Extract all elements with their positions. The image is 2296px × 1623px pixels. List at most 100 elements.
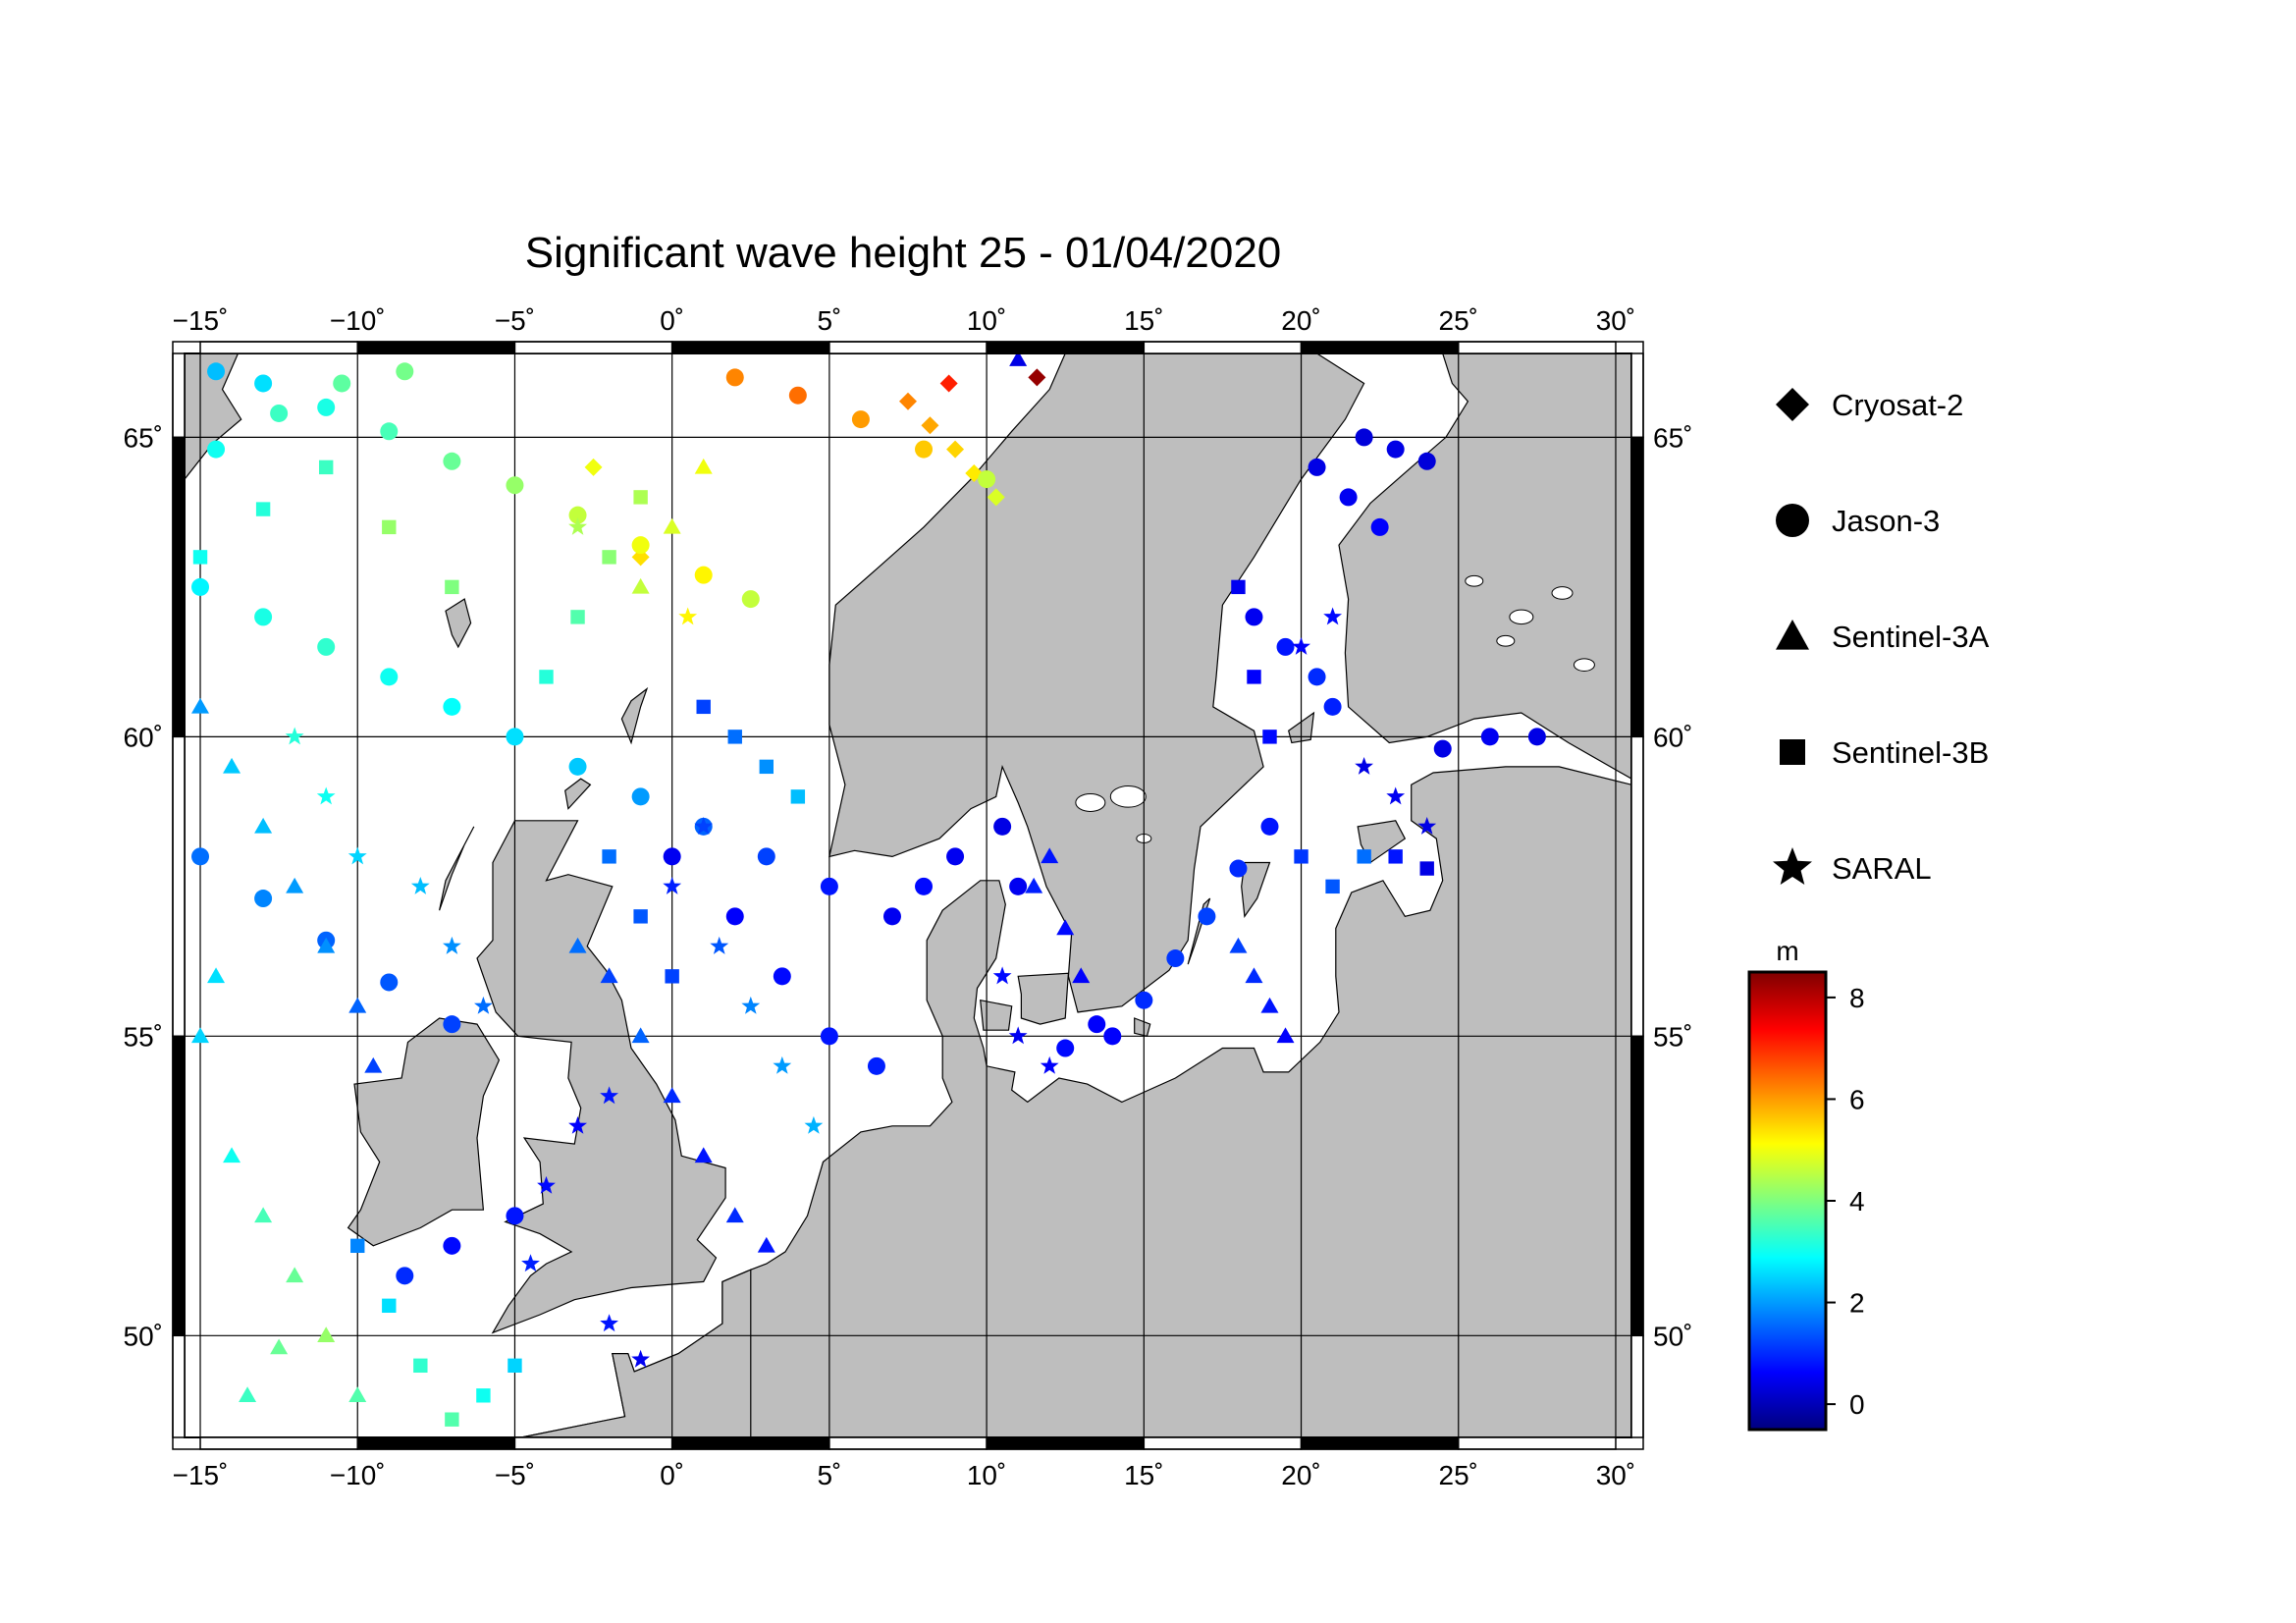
- lake: [1075, 792, 1106, 812]
- frame-segment: [1630, 1035, 1644, 1337]
- circle-point: [1527, 728, 1546, 746]
- lon-tick-label: 0˚: [660, 305, 684, 336]
- map-panel[interactable]: −15˚ −15˚ −10˚ −10˚ −5˚ −5˚ 0˚ 0˚ 5˚ 5˚ 10˚ 10˚ 15˚ 1…: [124, 305, 1693, 1490]
- lon-tick-label: 25˚: [1439, 305, 1478, 336]
- lat-tick-label: 50˚: [124, 1321, 163, 1351]
- triangle-point: [631, 1027, 650, 1044]
- frame-segment: [513, 341, 673, 354]
- colorbar-gradient: [1747, 970, 1828, 1432]
- triangle-point: [1009, 353, 1028, 366]
- triangle-point: [286, 877, 304, 893]
- star-point: [568, 1115, 587, 1134]
- circle-point: [1245, 608, 1263, 626]
- triangle-point: [223, 757, 241, 774]
- square-point: [507, 1358, 522, 1374]
- colorbar-tick-label: 6: [1849, 1084, 1865, 1114]
- frame-segment: [199, 1436, 358, 1450]
- triangle-point: [317, 1326, 336, 1343]
- gotland-land: [1241, 861, 1271, 918]
- triangle-point: [254, 1207, 273, 1223]
- map-frame: [172, 341, 1644, 1450]
- star-point: [410, 877, 430, 894]
- legend-label: Sentinel-3B: [1832, 735, 1989, 770]
- square-point: [413, 1358, 428, 1374]
- circle-point: [1417, 452, 1436, 470]
- frame-segment: [1300, 1436, 1460, 1450]
- colorbar-tick-label: 4: [1849, 1186, 1865, 1217]
- satellite-tracks: [191, 353, 1546, 1427]
- circle-point: [317, 637, 336, 656]
- circle-point: [568, 757, 587, 776]
- star-point: [678, 607, 698, 625]
- circle-point: [725, 368, 744, 387]
- lake: [1496, 634, 1516, 647]
- lake: [1109, 785, 1147, 808]
- triangle-point: [191, 1027, 210, 1044]
- diamond-point: [987, 488, 1005, 507]
- circle-point: [443, 452, 461, 470]
- lon-tick-label: 10˚: [967, 1460, 1006, 1490]
- star-point: [537, 1175, 556, 1194]
- land-layer: [185, 353, 1631, 1437]
- diamond-legend-marker: [1776, 388, 1809, 421]
- circle-point: [757, 847, 775, 866]
- circle-point: [1260, 817, 1279, 836]
- circle-point: [317, 398, 336, 416]
- triangle-point: [694, 458, 713, 474]
- square-point: [255, 502, 271, 516]
- circle-point: [506, 476, 524, 495]
- triangle-point: [600, 967, 618, 984]
- frame-segment: [828, 341, 988, 354]
- circle-point: [1088, 1015, 1106, 1034]
- star-point: [600, 1314, 618, 1332]
- circle-point: [741, 590, 760, 609]
- star-point: [741, 996, 761, 1014]
- triangle-point: [1276, 1027, 1295, 1044]
- diamond-point: [584, 458, 603, 476]
- circle-point: [506, 728, 524, 746]
- frame-segment: [356, 1436, 516, 1450]
- circle-point: [663, 847, 681, 866]
- circle-point: [978, 470, 996, 489]
- circle-point: [568, 506, 587, 524]
- diamond-point: [899, 392, 917, 410]
- outer-frame: [172, 341, 1644, 1450]
- triangle-point: [631, 577, 650, 594]
- colorbar-tick-label: 8: [1849, 983, 1865, 1013]
- circle-point: [191, 577, 210, 596]
- circle-point: [1166, 949, 1185, 968]
- frame-segment: [1300, 341, 1460, 354]
- lat-tick-label: 60˚: [1653, 722, 1692, 752]
- frame-segment: [172, 352, 186, 439]
- triangle-point: [223, 1147, 241, 1163]
- scandinavia-land: [828, 353, 1365, 1013]
- circle-point: [788, 386, 807, 405]
- triangle-point: [663, 1087, 681, 1104]
- axis-tick-labels: −15˚ −15˚ −10˚ −10˚ −5˚ −5˚ 0˚ 0˚ 5˚ 5˚ 10˚ 10˚ 15˚ 1…: [124, 305, 1693, 1490]
- circle-point: [191, 847, 210, 866]
- circle-point: [380, 422, 399, 441]
- triangle-point: [348, 997, 367, 1013]
- square-point: [1247, 670, 1261, 684]
- square-point: [665, 969, 679, 984]
- square-point: [602, 550, 616, 565]
- triangle-point: [364, 1056, 383, 1073]
- colorbar-unit: m: [1776, 936, 1798, 966]
- circle-point: [380, 668, 399, 686]
- star-point: [1323, 607, 1342, 625]
- lon-tick-label: 30˚: [1596, 1460, 1635, 1490]
- square-point: [445, 1412, 459, 1427]
- frame-segment: [1630, 735, 1644, 1038]
- circle-point: [1135, 991, 1153, 1009]
- star-point: [1040, 1055, 1059, 1074]
- lat-tick-label: 55˚: [1653, 1021, 1692, 1052]
- ireland-land: [347, 1017, 501, 1247]
- faroe-land: [445, 598, 472, 649]
- funen-land: [980, 999, 1013, 1031]
- lat-tick-label: 50˚: [1653, 1321, 1692, 1351]
- lon-tick-label: −5˚: [495, 305, 535, 336]
- star-point: [694, 817, 714, 835]
- square-point: [476, 1388, 491, 1403]
- lon-tick-label: 5˚: [817, 305, 841, 336]
- circle-point: [443, 1015, 461, 1034]
